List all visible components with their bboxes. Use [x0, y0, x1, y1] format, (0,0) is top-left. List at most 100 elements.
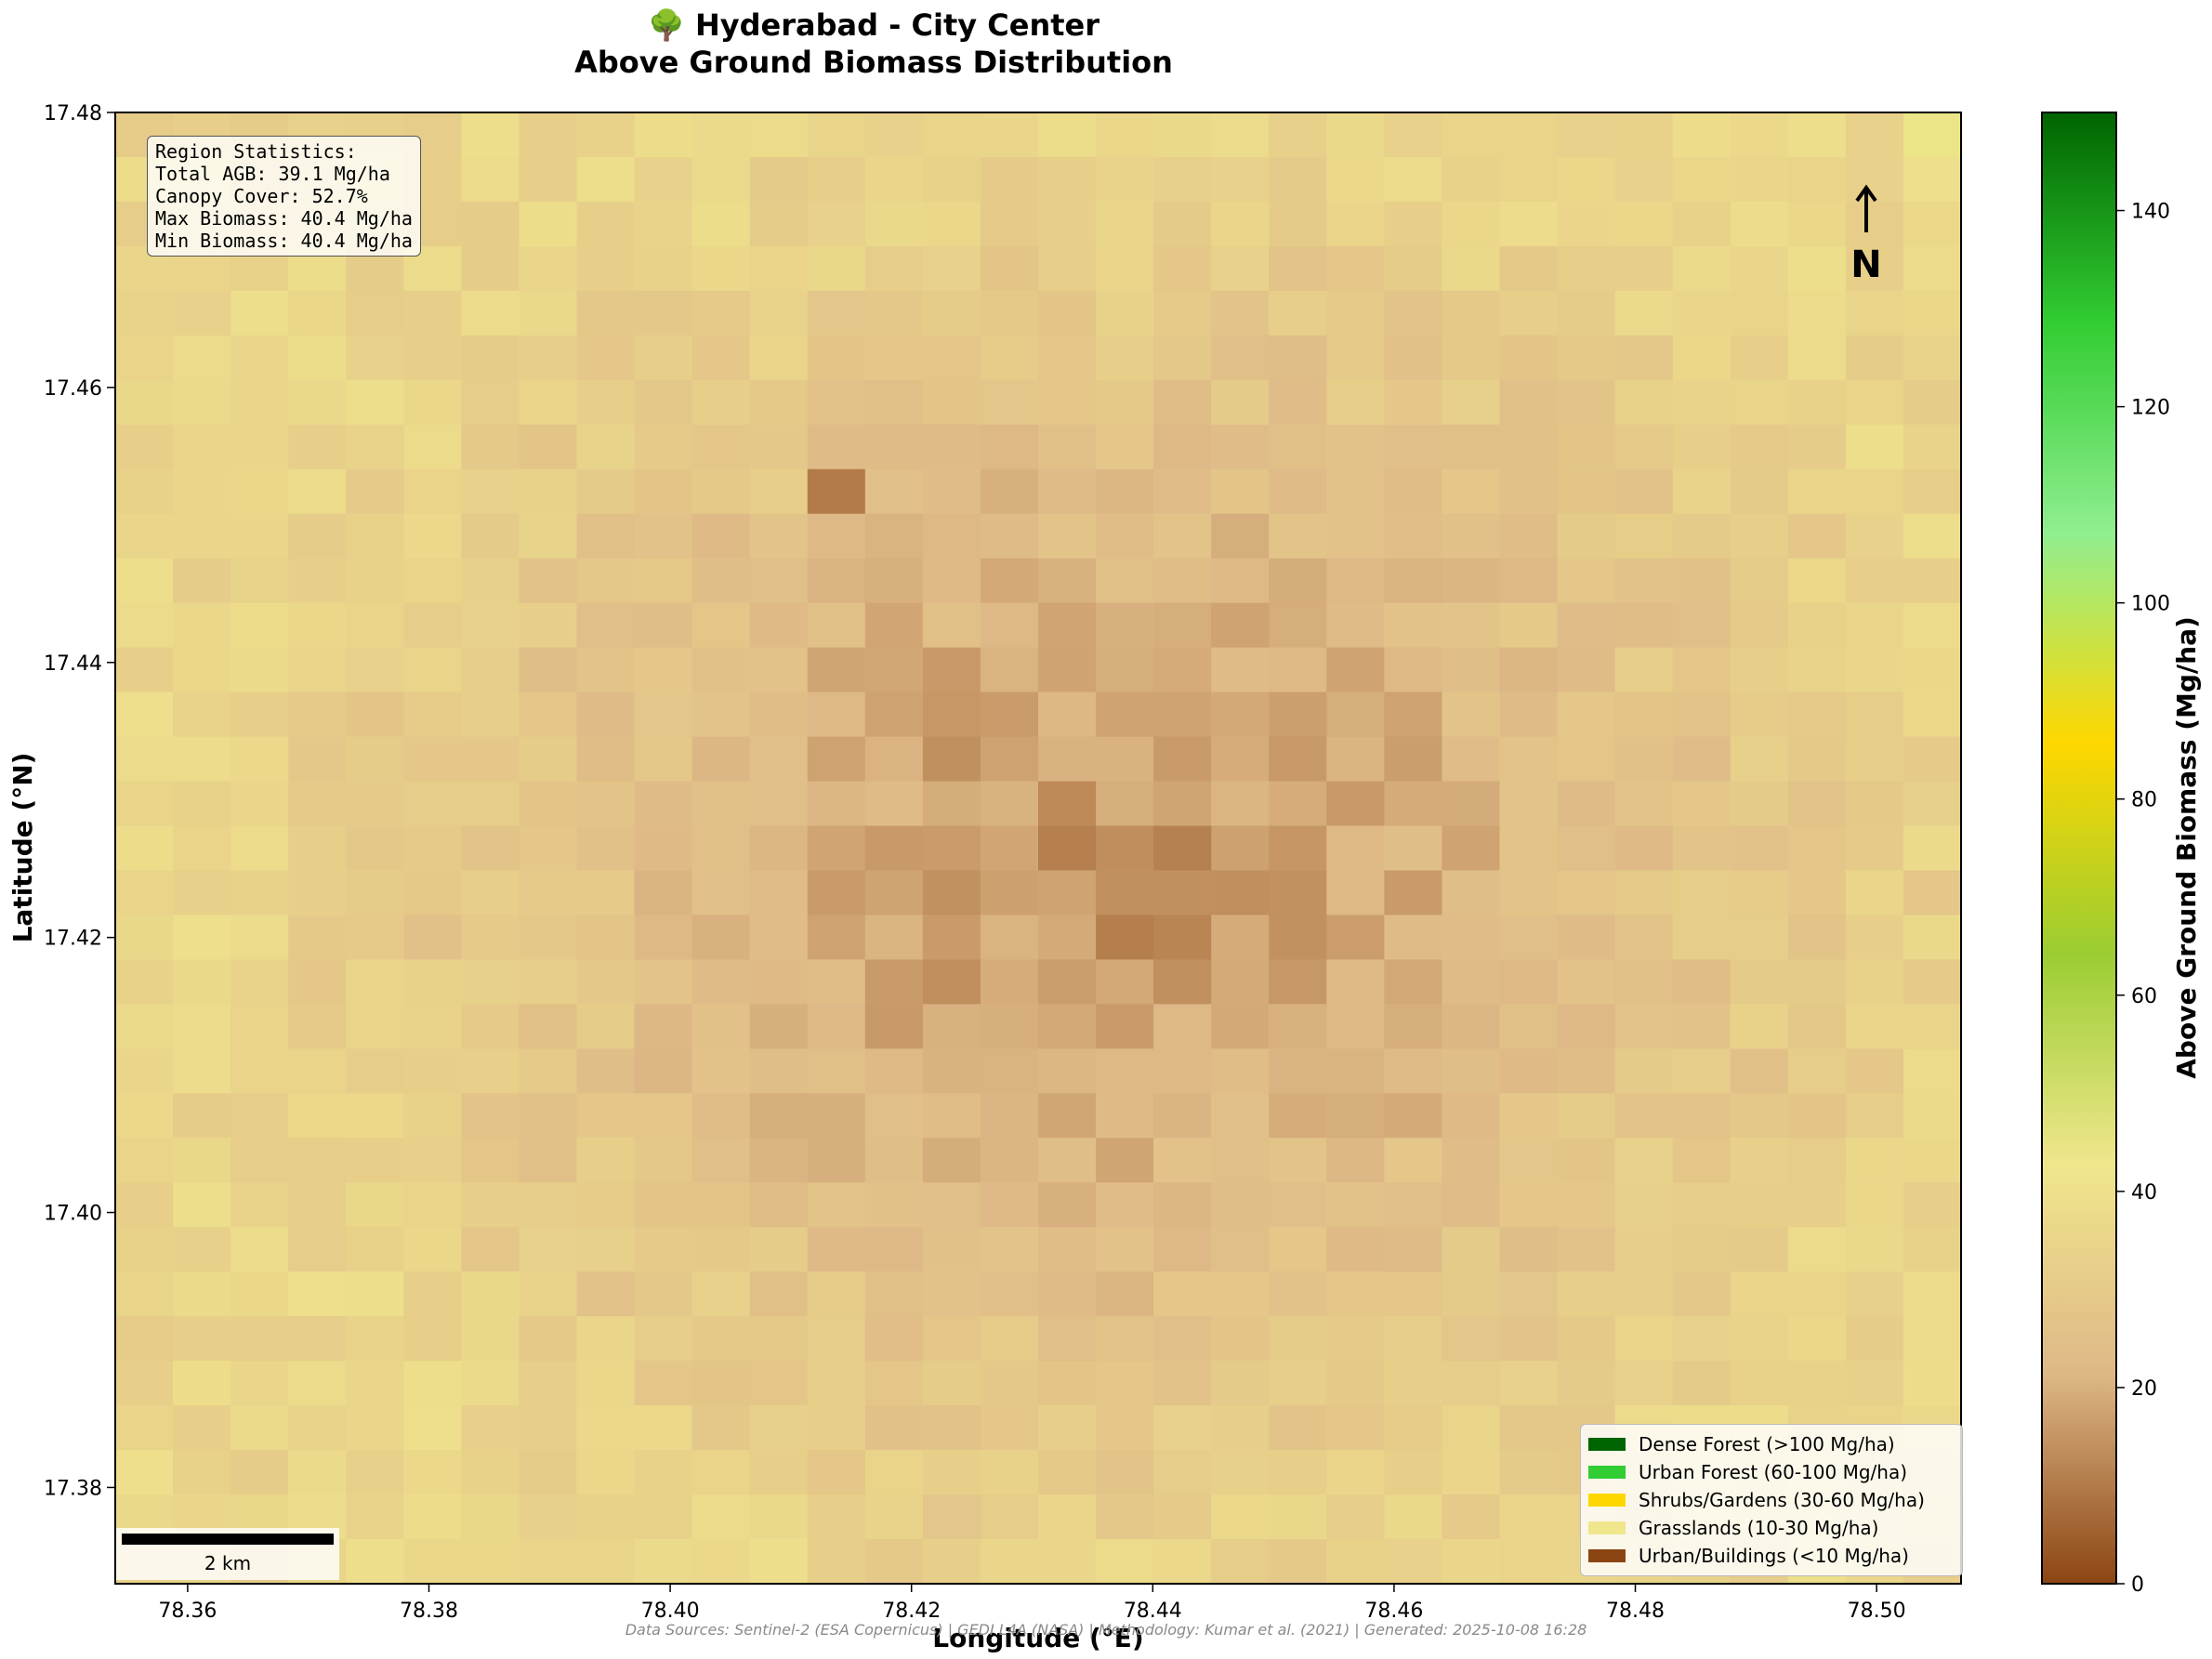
heatmap-cell — [749, 1138, 809, 1183]
heatmap-cell — [1384, 201, 1443, 247]
heatmap-cell — [980, 1450, 1039, 1495]
heatmap-cell — [1096, 112, 1154, 158]
heatmap-cell — [346, 1138, 404, 1183]
heatmap-cell — [1787, 424, 1847, 470]
heatmap-cell — [1557, 870, 1616, 916]
heatmap-cell — [346, 1361, 404, 1406]
heatmap-cell — [403, 424, 462, 470]
heatmap-cell — [1845, 1227, 1904, 1272]
heatmap-cell — [1096, 691, 1154, 738]
heatmap-cell — [1672, 1227, 1731, 1272]
heatmap-cell — [922, 1316, 981, 1362]
heatmap-cell — [1096, 1093, 1154, 1139]
heatmap-cell — [1153, 959, 1212, 1005]
heatmap-cell — [346, 290, 404, 336]
heatmap-cell — [173, 1004, 231, 1049]
heatmap-cell — [403, 1271, 462, 1317]
heatmap-cell — [1499, 468, 1559, 515]
heatmap-cell — [403, 825, 462, 872]
heatmap-cell — [173, 1271, 231, 1317]
heatmap-cell — [461, 156, 520, 203]
heatmap-cell — [1326, 1450, 1385, 1495]
heatmap-cell — [807, 1405, 866, 1451]
heatmap-cell — [1384, 691, 1443, 738]
heatmap-cell — [1557, 424, 1616, 470]
y-tick-label: 17.44 — [44, 652, 102, 676]
heatmap-cell — [288, 1227, 347, 1272]
heatmap-cell — [1672, 335, 1731, 381]
heatmap-cell — [115, 602, 174, 649]
heatmap-cell — [864, 1138, 924, 1183]
heatmap-cell — [1845, 825, 1904, 872]
heatmap-cell — [1787, 1271, 1847, 1317]
legend-swatch — [1588, 1494, 1626, 1507]
heatmap-cell — [1903, 1138, 1962, 1183]
heatmap-cell — [1730, 1138, 1789, 1183]
heatmap-cell — [980, 691, 1039, 738]
heatmap-cell — [1499, 647, 1559, 693]
heatmap-cell — [576, 870, 636, 916]
heatmap-cell — [1211, 1048, 1270, 1094]
heatmap-cell — [1096, 1004, 1154, 1049]
heatmap-cell — [691, 1539, 751, 1585]
heatmap-cell — [1096, 201, 1154, 247]
heatmap-cell — [1269, 1494, 1327, 1540]
heatmap-cell — [807, 1093, 866, 1139]
heatmap-cell — [749, 424, 809, 470]
heatmap-cell — [1903, 1316, 1962, 1362]
heatmap-cell — [461, 513, 520, 560]
heatmap-cell — [576, 201, 636, 247]
heatmap-cell — [288, 1316, 347, 1362]
heatmap-cell — [634, 156, 693, 203]
heatmap-cell — [519, 424, 578, 470]
heatmap-cell — [980, 379, 1039, 426]
heatmap-cell — [922, 112, 981, 158]
heatmap-cell — [230, 1405, 289, 1451]
heatmap-cell — [634, 513, 693, 560]
heatmap-cell — [230, 1004, 289, 1049]
heatmap-cell — [1211, 647, 1270, 693]
heatmap-cell — [173, 691, 231, 738]
heatmap-cell — [519, 825, 578, 872]
stats-line-canopy-cover: Canopy Cover: 52.7% — [155, 185, 368, 207]
heatmap-cell — [576, 424, 636, 470]
heatmap-cell — [576, 290, 636, 336]
heatmap-cell — [576, 1494, 636, 1540]
region-statistics-box: Region Statistics: Total AGB: 39.1 Mg/ha C… — [147, 136, 421, 257]
heatmap-cell — [1384, 602, 1443, 649]
heatmap-cell — [288, 558, 347, 604]
heatmap-cell — [1442, 290, 1501, 336]
heatmap-cell — [1499, 513, 1559, 560]
heatmap-cell — [1557, 1048, 1616, 1094]
heatmap-cell — [807, 112, 866, 158]
heatmap-cell — [1730, 201, 1789, 247]
heatmap-cell — [461, 424, 520, 470]
heatmap-cell — [1153, 915, 1212, 961]
heatmap-cell — [1614, 201, 1674, 247]
heatmap-cell — [749, 825, 809, 872]
heatmap-cell — [288, 1093, 347, 1139]
y-tick-label: 17.42 — [44, 928, 102, 951]
heatmap-cell — [1096, 736, 1154, 783]
heatmap-cell — [1096, 468, 1154, 515]
heatmap-cell — [576, 1048, 636, 1094]
scale-bar-line — [122, 1534, 334, 1545]
heatmap-cell — [173, 290, 231, 336]
heatmap-cell — [1038, 602, 1097, 649]
heatmap-cell — [519, 1004, 578, 1049]
heatmap-cell — [1614, 647, 1674, 693]
heatmap-cell — [634, 245, 693, 292]
heatmap-cell — [1211, 468, 1270, 515]
heatmap-cell — [1326, 558, 1385, 604]
heatmap-cell — [980, 112, 1039, 158]
heatmap-cell — [346, 781, 404, 827]
heatmap-cell — [1730, 1004, 1789, 1049]
heatmap-cell — [634, 959, 693, 1005]
heatmap-cell — [1096, 1450, 1154, 1495]
heatmap-cell — [1499, 1539, 1559, 1585]
heatmap-cell — [1096, 1405, 1154, 1451]
heatmap-cell — [864, 1405, 924, 1451]
heatmap-cell — [1442, 736, 1501, 783]
heatmap-cell — [1730, 915, 1789, 961]
heatmap-cell — [1845, 335, 1904, 381]
